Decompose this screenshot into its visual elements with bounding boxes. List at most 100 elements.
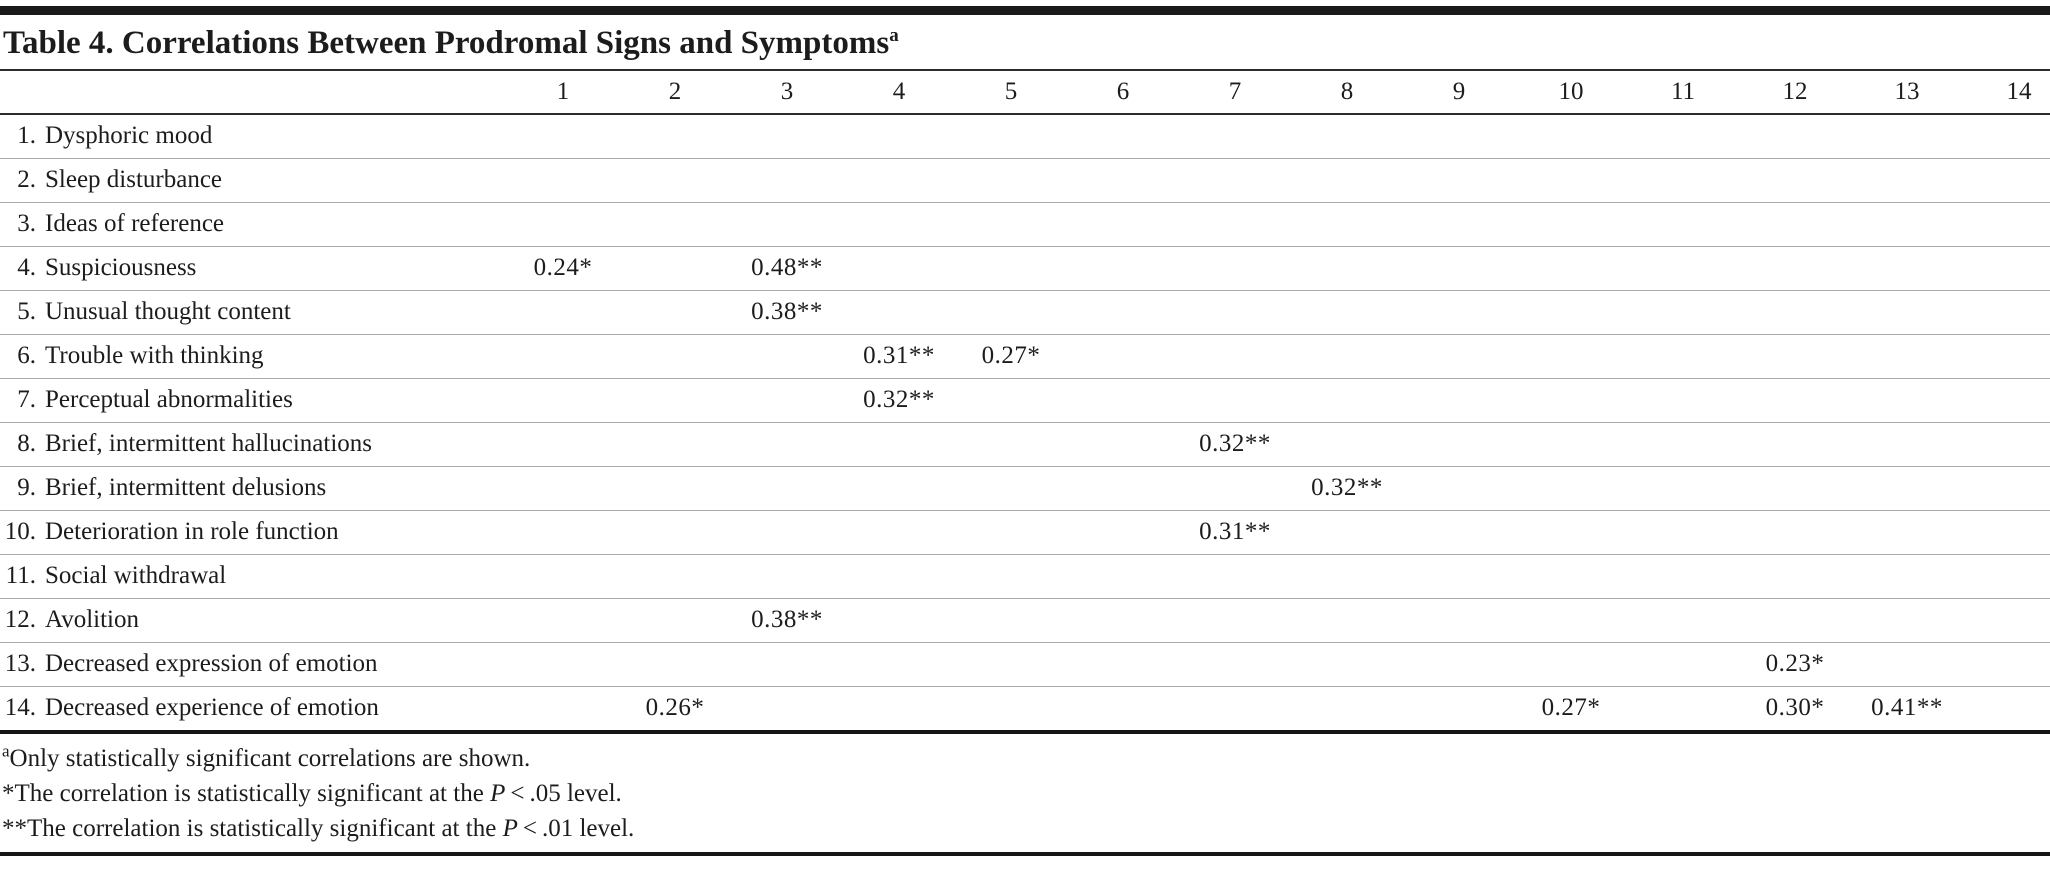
row-label: 9. Brief, intermittent delusions [0, 466, 507, 511]
empty-cell [1851, 466, 1963, 511]
empty-cell [1739, 378, 1851, 423]
empty-cell [731, 554, 843, 599]
empty-cell [1851, 510, 1963, 555]
empty-cell [1179, 642, 1291, 687]
empty-cell [731, 510, 843, 555]
correlation-cell: 0.38** [731, 598, 843, 643]
table-title: Table 4. Correlations Between Prodromal … [0, 15, 2050, 69]
empty-cell [1739, 158, 1851, 203]
empty-cell [1739, 466, 1851, 511]
column-header: 6 [1067, 71, 1179, 115]
row-label: 3. Ideas of reference [0, 202, 507, 247]
empty-cell [619, 246, 731, 291]
empty-cell [843, 158, 955, 203]
empty-cell [507, 202, 619, 247]
column-header: 12 [1739, 71, 1851, 115]
column-header: 3 [731, 71, 843, 115]
table-row: 4. Suspiciousness 0.24* 0.48** [0, 246, 2050, 291]
empty-cell [843, 510, 955, 555]
empty-cell [1963, 554, 2050, 599]
row-number: 14. [4, 694, 36, 722]
footnote: **The correlation is statistically signi… [2, 811, 2050, 846]
footnote-text: < .01 level. [517, 815, 635, 842]
column-header: 5 [955, 71, 1067, 115]
empty-cell [1851, 378, 1963, 423]
empty-cell [1291, 202, 1403, 247]
empty-cell [1179, 686, 1291, 730]
empty-cell [1179, 158, 1291, 203]
empty-cell [619, 158, 731, 203]
empty-cell [1403, 642, 1515, 687]
empty-cell [731, 686, 843, 730]
row-label: 7. Perceptual abnormalities [0, 378, 507, 423]
empty-cell [507, 686, 619, 730]
empty-cell [1851, 202, 1963, 247]
empty-cell [1291, 290, 1403, 335]
row-name: Social withdrawal [45, 562, 227, 589]
empty-cell [507, 422, 619, 467]
row-name: Decreased experience of emotion [45, 694, 379, 722]
footnote: aOnly statistically significant correlat… [2, 741, 2050, 776]
empty-cell [1067, 158, 1179, 203]
empty-cell [955, 246, 1067, 291]
correlation-cell: 0.32** [843, 378, 955, 423]
empty-cell [1627, 158, 1739, 203]
empty-cell [1851, 246, 1963, 291]
footnote-marker: ** [2, 815, 27, 842]
empty-cell [507, 114, 619, 159]
row-name: Unusual thought content [45, 298, 291, 325]
header-row: 1 2 3 4 5 6 7 8 9 10 11 12 13 14 [0, 71, 2050, 115]
table-row: 9. Brief, intermittent delusions 0.32** [0, 466, 2050, 511]
empty-cell [1179, 334, 1291, 379]
empty-cell [1963, 334, 2050, 379]
empty-cell [1179, 554, 1291, 599]
empty-cell [1627, 642, 1739, 687]
empty-cell [843, 554, 955, 599]
empty-cell [1515, 290, 1627, 335]
empty-cell [1403, 202, 1515, 247]
empty-cell [1627, 554, 1739, 599]
column-header: 9 [1403, 71, 1515, 115]
empty-cell [1067, 202, 1179, 247]
empty-cell [1739, 334, 1851, 379]
empty-cell [1963, 114, 2050, 159]
correlation-cell: 0.32** [1179, 422, 1291, 467]
row-label: 5. Unusual thought content [0, 290, 507, 335]
empty-cell [1403, 686, 1515, 730]
empty-cell [1851, 334, 1963, 379]
empty-cell [1739, 114, 1851, 159]
empty-cell [619, 422, 731, 467]
empty-cell [619, 554, 731, 599]
empty-cell [619, 290, 731, 335]
row-name: Decreased expression of emotion [45, 650, 378, 677]
correlation-cell: 0.27* [955, 334, 1067, 379]
table-bottom-rule [0, 730, 2050, 734]
empty-cell [731, 158, 843, 203]
empty-cell [1291, 510, 1403, 555]
empty-cell [1403, 334, 1515, 379]
empty-cell [619, 510, 731, 555]
empty-cell [1067, 686, 1179, 730]
table-row: 6. Trouble with thinking 0.31** 0.27* [0, 334, 2050, 379]
empty-cell [1963, 158, 2050, 203]
row-label: 14. Decreased experience of emotion [0, 686, 507, 730]
empty-cell [619, 378, 731, 423]
empty-cell [1627, 114, 1739, 159]
empty-cell [1291, 554, 1403, 599]
empty-cell [1739, 510, 1851, 555]
row-number: 8. [17, 430, 36, 457]
empty-cell [731, 334, 843, 379]
column-header: 4 [843, 71, 955, 115]
empty-cell [507, 378, 619, 423]
top-rule [0, 6, 2050, 15]
header-empty-cell [0, 71, 507, 115]
empty-cell [1515, 554, 1627, 599]
empty-cell [1851, 422, 1963, 467]
footnote-p-italic: P [502, 815, 518, 842]
empty-cell [1403, 466, 1515, 511]
empty-cell [955, 510, 1067, 555]
empty-cell [843, 246, 955, 291]
empty-cell [1851, 554, 1963, 599]
row-name: Brief, intermittent hallucinations [45, 430, 373, 457]
table-row: 1. Dysphoric mood [0, 114, 2050, 159]
